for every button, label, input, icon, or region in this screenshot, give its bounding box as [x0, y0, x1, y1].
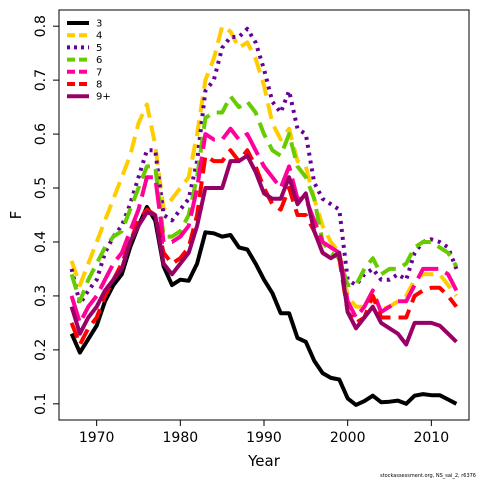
y-tick-label: 0.8: [33, 15, 49, 37]
y-tick-label: 0.3: [33, 285, 49, 307]
credit-text: stockassessment.org, NS_sai_2, r6376: [380, 473, 476, 479]
x-tick-label: 2000: [330, 430, 366, 446]
legend-label: 8: [96, 80, 102, 91]
series-line-4: [69, 24, 458, 312]
y-tick-label: 0.2: [33, 339, 49, 361]
x-tick-label: 1980: [163, 430, 199, 446]
series-layer: [69, 24, 459, 407]
y-axis: 0.1 0.2 0.3 0.4 0.5 0.6 0.7 0.8: [33, 15, 59, 415]
x-tick-label: 1970: [79, 430, 115, 446]
x-tick-label: 2010: [414, 430, 450, 446]
x-axis: 1970 1980 1990 2000 2010: [79, 420, 449, 446]
y-tick-label: 0.1: [33, 393, 49, 415]
legend-label: 3: [96, 19, 102, 30]
x-axis-label: Year: [247, 452, 281, 470]
legend-label: 9+: [96, 92, 111, 103]
series-line-6: [69, 94, 459, 304]
y-tick-label: 0.4: [33, 231, 49, 253]
y-tick-label: 0.5: [33, 177, 49, 199]
legend-label: 5: [96, 43, 102, 54]
legend-label: 6: [96, 55, 102, 66]
legend-label: 7: [96, 67, 102, 78]
series-line-9plus: [69, 153, 458, 347]
series-line-7: [69, 126, 459, 325]
legend-label: 4: [96, 31, 102, 42]
y-axis-label: F: [7, 211, 25, 220]
y-tick-label: 0.6: [33, 123, 49, 145]
y-tick-label: 0.7: [33, 69, 49, 91]
x-tick-label: 1990: [246, 430, 282, 446]
